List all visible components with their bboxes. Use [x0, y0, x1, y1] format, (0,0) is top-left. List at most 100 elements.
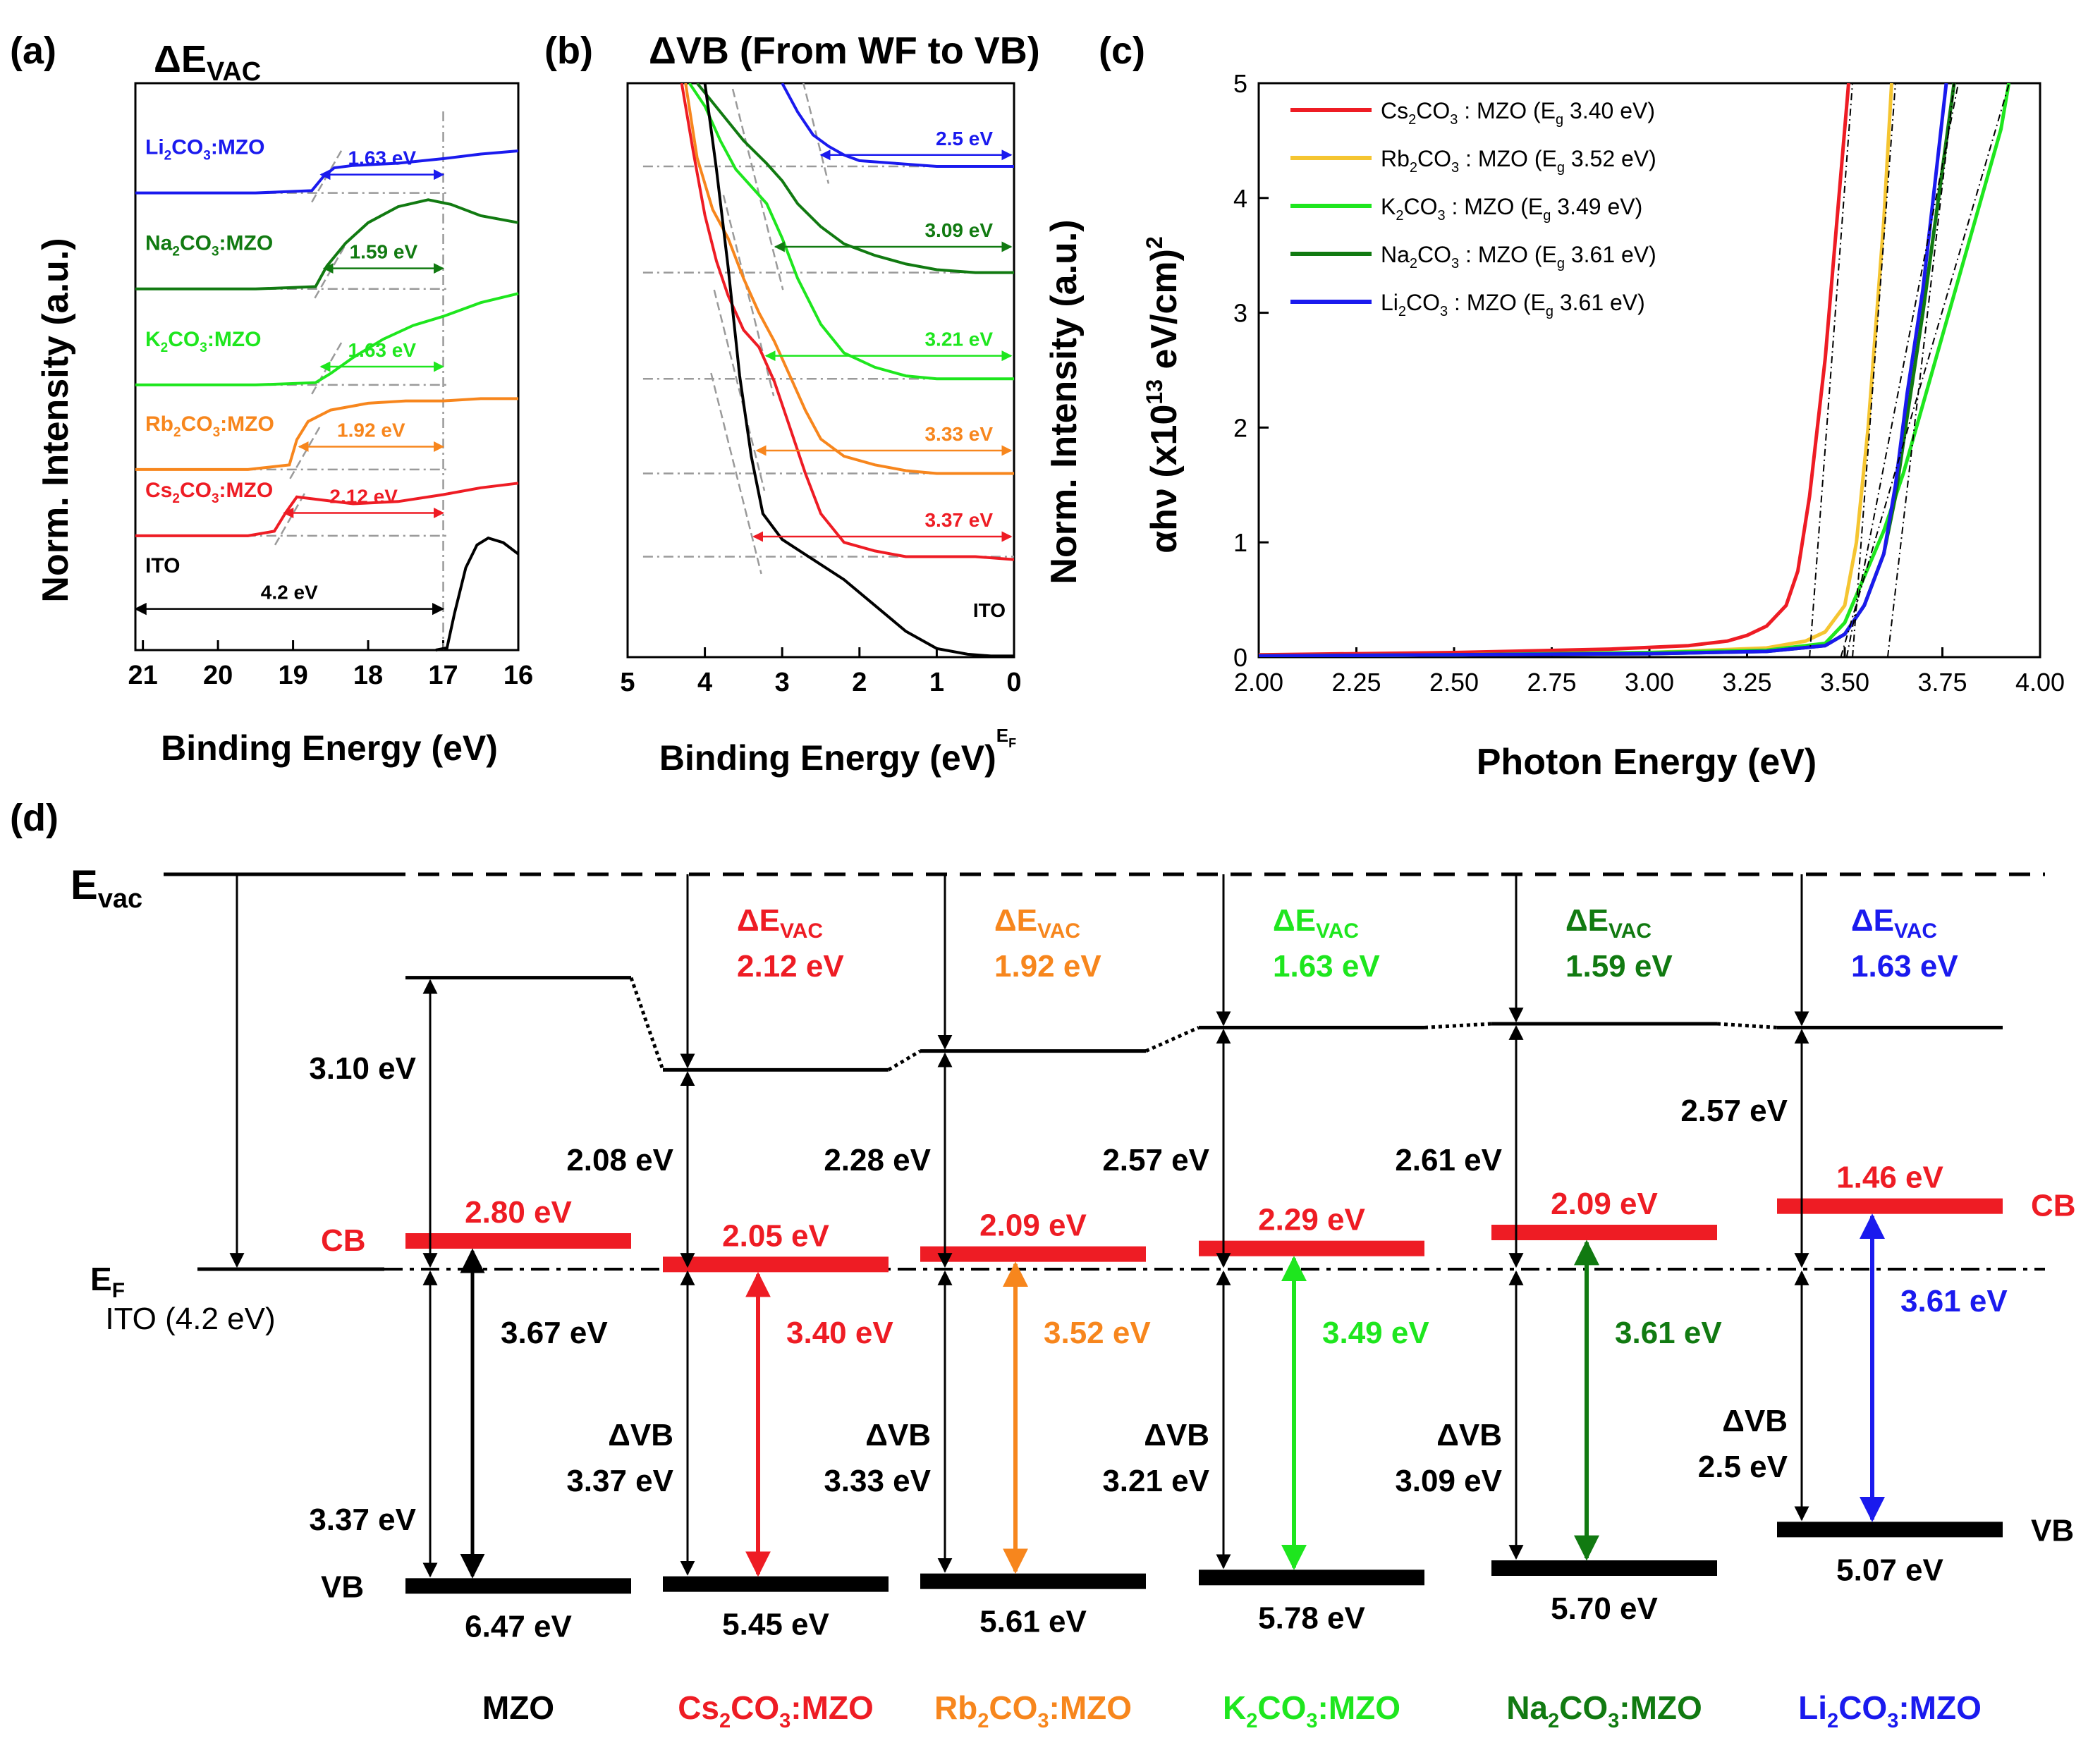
- cb-value-label: 2.09 eV: [1551, 1187, 1658, 1221]
- panel-c: (c) αhν (x1013 eV/cm)2 Photon Energy (eV…: [1099, 30, 2065, 783]
- legend-label-part: 3: [1440, 304, 1448, 319]
- column-label-part: 2: [1548, 1710, 1559, 1732]
- series-label: Cs2CO3:MZO: [145, 479, 273, 506]
- devac-title: ΔEVAC: [994, 903, 1080, 943]
- vb-value-label: 5.45 eV: [722, 1608, 829, 1642]
- panel-c-xlabel: Photon Energy (eV): [1477, 742, 1817, 783]
- series-label-part: 2: [164, 149, 172, 164]
- column-label-part: :MZO: [1898, 1689, 1982, 1726]
- annotation-label: 3.37 eV: [924, 509, 993, 531]
- series-label-part: CO: [180, 232, 212, 255]
- column-label: Cs2CO3:MZO: [678, 1689, 874, 1732]
- x-tick-label: 1: [929, 668, 944, 697]
- bandgap-label: 3.67 eV: [501, 1316, 608, 1350]
- panel-a: (a) ΔEVAC Norm. Intensity (a.u.) Binding…: [10, 30, 533, 768]
- series-label-part: 2: [161, 341, 169, 355]
- series-line: [1259, 83, 1948, 657]
- dvb-value: 3.37 eV: [566, 1464, 673, 1498]
- vacuum-connector: [1144, 1026, 1200, 1053]
- legend-label-part: : MZO (E: [1458, 98, 1556, 123]
- x-tick-label: 3.25: [1722, 668, 1771, 697]
- ef-label-sub: F: [112, 1279, 125, 1302]
- series-label-part: 3: [203, 149, 211, 164]
- wf-label: 2.57 eV: [1680, 1094, 1788, 1128]
- legend-label: K2CO3 : MZO (Eg 3.49 eV): [1381, 194, 1642, 224]
- cb-value-label: 2.09 eV: [979, 1209, 1087, 1243]
- legend-label-part: Rb: [1381, 146, 1410, 171]
- series-label-part: CO: [181, 412, 213, 436]
- series-line: [688, 83, 1014, 381]
- legend-label-part: g: [1546, 304, 1553, 319]
- cb-bar: [663, 1256, 889, 1273]
- series-label-part: 2: [173, 425, 181, 440]
- series-label-part: Na: [145, 232, 173, 255]
- dvb-value: 3.33 eV: [824, 1464, 931, 1498]
- series-label-part: Rb: [145, 412, 173, 436]
- vacuum-connector: [1424, 1022, 1492, 1029]
- column-label-part: 3: [1608, 1710, 1619, 1732]
- column-label-part: 3: [1306, 1710, 1317, 1732]
- series-label-part: CO: [180, 479, 212, 502]
- panel-b-ylabel: Norm. Intensity (a.u.): [1044, 219, 1085, 584]
- cb-bar: [920, 1246, 1146, 1262]
- dvb-value: 3.21 eV: [1102, 1464, 1209, 1498]
- x-tick-label: 2.50: [1429, 668, 1479, 697]
- column-label-part: :MZO: [1619, 1689, 1702, 1726]
- x-tick-label: 4: [697, 668, 712, 697]
- x-tick-label: 3.00: [1625, 668, 1674, 697]
- series-label-part: 3: [200, 341, 207, 355]
- bandgap-label: 3.40 eV: [786, 1316, 893, 1350]
- devac-title-sub: VAC: [780, 919, 823, 943]
- vb-value-label: 5.70 eV: [1551, 1591, 1658, 1626]
- column-label-part: :MZO: [1318, 1689, 1401, 1726]
- legend-label-part: 3.52 eV): [1565, 146, 1656, 171]
- legend-label-part: : MZO (E: [1459, 146, 1557, 171]
- vacuum-connector: [887, 1049, 922, 1072]
- legend-label-part: 2: [1396, 208, 1403, 224]
- annotation-label: 1.92 eV: [337, 419, 405, 441]
- fit-line: [1845, 83, 1960, 657]
- panel-b-label: (b): [544, 30, 593, 72]
- vb-bar: [1491, 1560, 1717, 1576]
- series-label: Rb2CO3:MZO: [145, 412, 274, 440]
- column-label: Rb2CO3:MZO: [934, 1689, 1132, 1732]
- bandgap-label: 3.61 eV: [1900, 1284, 2008, 1318]
- annotation-label: 3.09 eV: [924, 219, 993, 241]
- x-tick-label: 5: [620, 668, 635, 697]
- ef-label-main: E: [90, 1261, 112, 1297]
- plot-frame: [626, 82, 1015, 659]
- vb-value-label: 5.61 eV: [979, 1605, 1087, 1639]
- evac-label-sub: vac: [98, 884, 142, 914]
- legend-label-part: : MZO (E: [1459, 242, 1557, 267]
- x-tick-label: 19: [278, 661, 307, 690]
- legend-label-part: 3: [1450, 112, 1458, 128]
- legend-label-part: 3: [1451, 256, 1459, 271]
- annotation-label: 3.21 eV: [924, 329, 993, 350]
- wf-label: 2.61 eV: [1395, 1143, 1502, 1177]
- series-label-part: CO: [171, 136, 203, 159]
- legend-label-part: 3.49 eV): [1551, 194, 1642, 219]
- column-label-part: 3: [779, 1710, 790, 1732]
- y-tick-label: 0: [1233, 643, 1247, 672]
- x-tick-label: 2.25: [1331, 668, 1381, 697]
- dvb-title: ΔVB: [1722, 1404, 1788, 1438]
- series-label-part: :MZO: [220, 412, 274, 436]
- legend-label-part: 3: [1451, 160, 1459, 176]
- y-tick-label: 2: [1233, 413, 1247, 442]
- series-label-part: Li: [145, 136, 164, 159]
- x-tick-label: 2.75: [1527, 668, 1576, 697]
- series-line: [135, 292, 519, 386]
- x-tick-label: 3.50: [1820, 668, 1869, 697]
- column-label-part: Cs: [678, 1689, 719, 1726]
- series-line: [703, 83, 1014, 657]
- column-label-part: :MZO: [790, 1689, 874, 1726]
- cb-value-label: 2.80 eV: [465, 1195, 572, 1230]
- legend-label-part: CO: [1403, 194, 1437, 219]
- cb-value-label: 1.46 eV: [1836, 1161, 1943, 1195]
- series-line: [135, 397, 518, 471]
- bandgap-label: 3.49 eV: [1322, 1316, 1429, 1350]
- dvb-title: ΔVB: [608, 1418, 673, 1452]
